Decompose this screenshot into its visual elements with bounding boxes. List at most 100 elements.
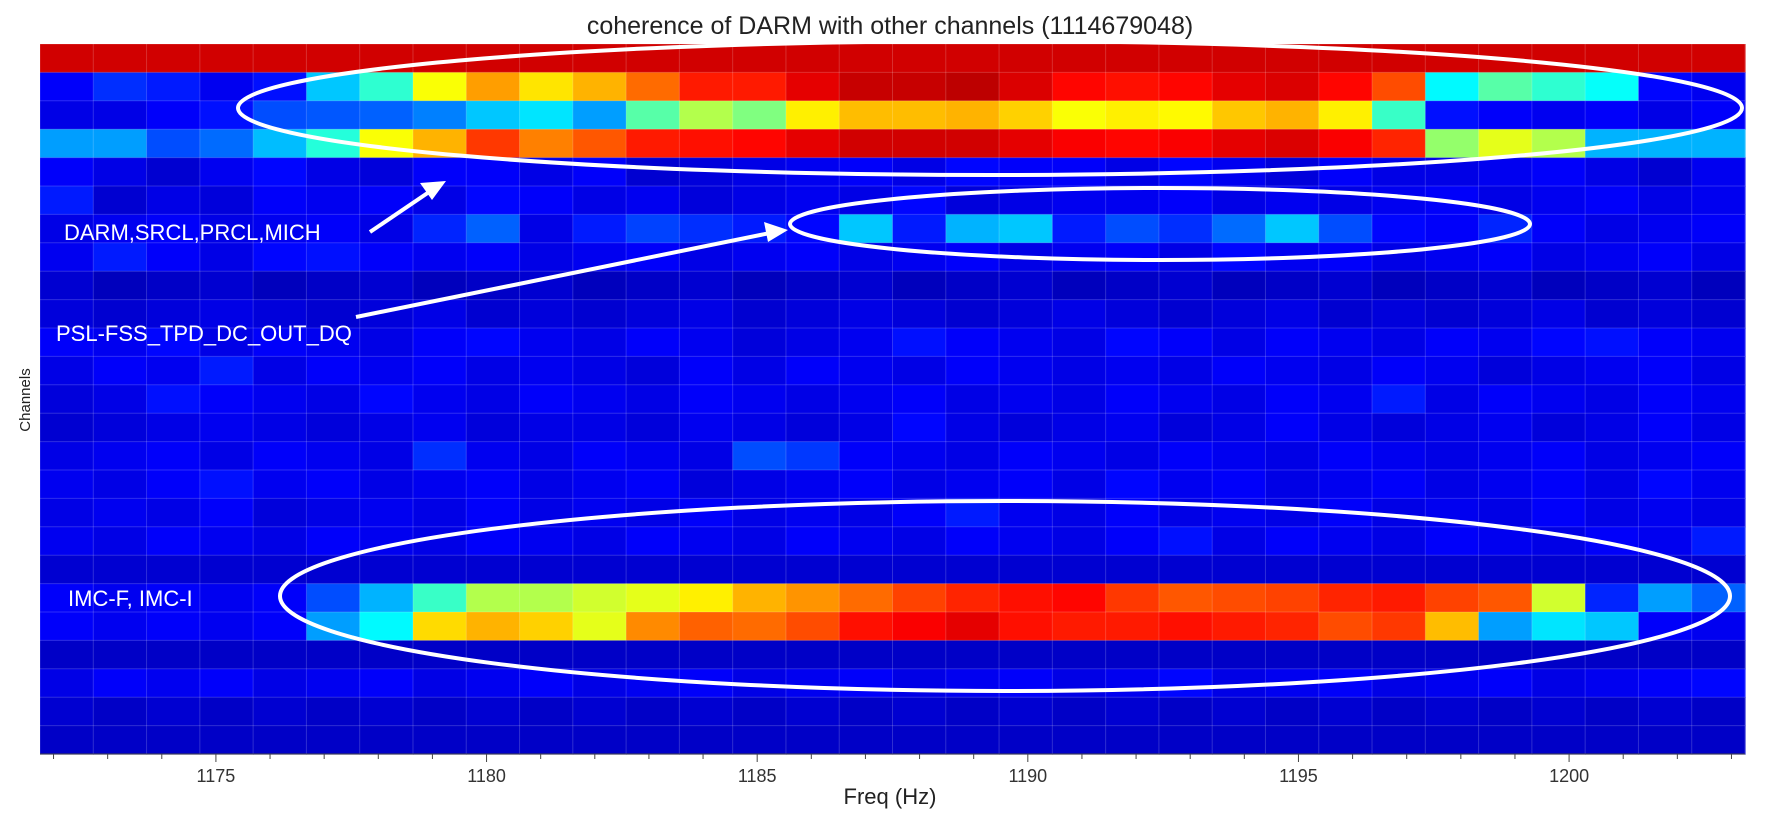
heatmap-cell <box>999 271 1053 301</box>
heatmap-cell <box>1212 271 1267 301</box>
heatmap-cell <box>199 242 254 272</box>
heatmap-cell <box>1478 441 1533 471</box>
heatmap-cell <box>1318 157 1373 187</box>
heatmap-cell <box>999 583 1053 613</box>
heatmap-cell <box>253 356 308 386</box>
heatmap-cell <box>1158 129 1213 159</box>
heatmap-cell <box>1265 697 1320 727</box>
heatmap-cell <box>93 271 148 301</box>
heatmap-cell <box>1478 583 1533 613</box>
heatmap-cell <box>999 555 1053 585</box>
heatmap-cell <box>839 668 894 698</box>
heatmap-cell <box>306 214 361 244</box>
heatmap-cell <box>839 612 894 641</box>
heatmap-cell <box>1531 356 1586 386</box>
heatmap-cell <box>732 526 787 556</box>
heatmap-cell <box>1318 470 1373 499</box>
heatmap-cell <box>1691 129 1746 159</box>
heatmap-cell <box>253 441 308 471</box>
heatmap-cell <box>1265 271 1320 301</box>
heatmap-cell <box>93 328 148 357</box>
heatmap-cell <box>93 725 148 755</box>
heatmap-cell <box>1212 384 1267 414</box>
heatmap-cell <box>626 725 680 755</box>
heatmap-cell <box>626 157 680 187</box>
heatmap-cell <box>1425 725 1480 755</box>
heatmap-cell <box>572 640 627 670</box>
heatmap-cell <box>519 470 574 499</box>
heatmap-cell <box>519 612 574 641</box>
heatmap-cell <box>306 100 361 130</box>
heatmap-cell <box>572 384 627 414</box>
heatmap-cell <box>253 725 308 755</box>
heatmap-cell <box>1531 157 1586 187</box>
heatmap-cell <box>732 271 787 301</box>
heatmap-cell <box>1372 328 1426 357</box>
heatmap-cell <box>519 640 574 670</box>
heatmap-cell <box>1158 72 1213 102</box>
heatmap-cell <box>1531 299 1586 329</box>
heatmap-cell <box>732 470 787 499</box>
heatmap-cell <box>1478 328 1533 357</box>
heatmap-cell <box>572 498 627 528</box>
heatmap-cell <box>359 157 414 187</box>
heatmap-cell <box>1158 697 1213 727</box>
heatmap-cell <box>1372 214 1426 244</box>
heatmap-cell <box>1318 384 1373 414</box>
heatmap-cell <box>892 384 947 414</box>
heatmap-cell <box>1478 555 1533 585</box>
heatmap-cell <box>839 129 894 159</box>
heatmap-cell <box>1158 356 1213 386</box>
heatmap-cell <box>732 612 787 641</box>
heatmap-cell <box>1531 271 1586 301</box>
heatmap-cell <box>1105 583 1160 613</box>
heatmap-cell <box>359 100 414 130</box>
heatmap-cell <box>679 271 734 301</box>
heatmap-cell <box>146 441 201 471</box>
heatmap-cell <box>1105 725 1160 755</box>
heatmap-cell <box>40 100 94 130</box>
heatmap-cell <box>1531 470 1586 499</box>
heatmap-cell <box>679 725 734 755</box>
heatmap-cell <box>40 214 94 244</box>
arrow-darm-line <box>368 188 434 234</box>
heatmap-cell <box>785 72 840 102</box>
heatmap-cell <box>40 640 94 670</box>
heatmap-cell <box>466 299 521 329</box>
heatmap-cell <box>626 384 680 414</box>
heatmap-cell <box>1105 640 1160 670</box>
heatmap-cell <box>1265 555 1320 585</box>
heatmap-cell <box>1158 299 1213 329</box>
heatmap-cell <box>1265 526 1320 556</box>
heatmap-cell <box>572 299 627 329</box>
heatmap-cell <box>785 356 840 386</box>
heatmap-cell <box>1318 555 1373 585</box>
heatmap-cell <box>199 697 254 727</box>
heatmap-cell <box>93 555 148 585</box>
heatmap-cell <box>40 470 94 499</box>
heatmap-cell <box>1372 242 1426 272</box>
heatmap-cell <box>93 100 148 130</box>
heatmap-cell <box>1052 640 1107 670</box>
heatmap-cell <box>1691 526 1746 556</box>
heatmap-cell <box>466 583 521 613</box>
heatmap-cell <box>1478 72 1533 102</box>
heatmap-cell <box>1158 668 1213 698</box>
heatmap-cell <box>1531 583 1586 613</box>
heatmap-cell <box>1265 413 1320 443</box>
heatmap-cell <box>945 44 1000 73</box>
heatmap-cell <box>306 356 361 386</box>
heatmap-cell <box>466 441 521 471</box>
heatmap-cell <box>93 526 148 556</box>
heatmap-cell <box>839 725 894 755</box>
heatmap-cell <box>1212 526 1267 556</box>
heatmap-cell <box>306 299 361 329</box>
heatmap-cell <box>1638 44 1693 73</box>
heatmap-cell <box>1585 242 1640 272</box>
heatmap-cell <box>892 612 947 641</box>
heatmap-cell <box>1052 356 1107 386</box>
heatmap-cell <box>40 72 94 102</box>
heatmap-cell <box>1105 384 1160 414</box>
heatmap-cell <box>785 555 840 585</box>
